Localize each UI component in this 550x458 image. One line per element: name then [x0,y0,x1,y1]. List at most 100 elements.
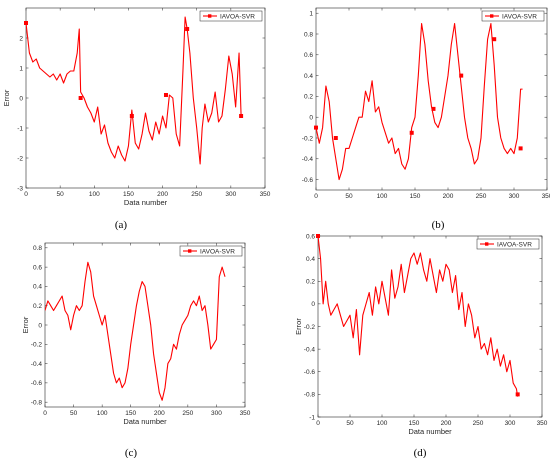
x-axis-label: Data number [123,417,167,426]
x-tick-label: 100 [377,420,388,427]
x-tick-label: 250 [191,191,202,198]
chart-panel-3: 0 50 100 150 200 250 300 350 -0.8 -0.6 -0.4 -0.2 0 0.… [21,242,251,458]
x-tick-label: 50 [345,193,353,200]
y-tick-label: 0 [19,95,23,102]
series-marker [316,234,320,238]
legend-marker [208,14,212,18]
series-marker [518,146,523,151]
panel-label: (b) [432,219,445,231]
legend-marker [490,14,494,18]
series-marker [431,106,436,111]
y-tick-label: -0.6 [31,380,43,387]
legend-label: IAVOA-SVR [502,13,537,20]
legend-box [481,10,545,22]
series-marker [333,136,338,140]
series-marker [314,125,318,130]
x-tick-label: 200 [443,193,454,200]
y-tick-label: -0.2 [304,324,316,331]
x-tick-label: 150 [123,191,134,198]
chart-panel-1: 0 50 100 150 200 250 300 350 -3 -2 -1 0 1 2 Data numbe… [2,7,271,231]
legend-marker [485,242,489,246]
x-tick-label: 50 [346,420,354,427]
legend-box [179,245,243,257]
series-marker [239,114,244,118]
y-tick-label: -3 [17,185,23,192]
x-tick-label: 350 [260,191,271,198]
panel-label: (a) [115,219,128,231]
x-tick-label: 200 [154,410,165,417]
chart-panel-2: 0 50 100 150 200 250 300 350 -0.6 -0.4 -0.2 0 0.2 0.4… [302,7,550,231]
x-tick-label: 150 [409,420,420,427]
x-axis-label: Data number [124,198,168,207]
x-tick-label: 300 [225,191,236,198]
x-tick-label: 150 [410,193,421,200]
legend-marker [188,249,192,253]
y-tick-label: 0.2 [304,94,313,101]
x-tick-label: 200 [157,191,168,198]
plot-area [44,242,246,408]
series-line [316,23,523,181]
x-tick-label: 250 [476,193,487,200]
y-tick-label: -0.6 [304,369,316,376]
x-tick-label: 100 [377,193,388,200]
series-marker [515,392,520,397]
y-tick-label: 0 [38,322,42,329]
x-tick-label: 150 [125,410,136,417]
y-tick-label: 0.8 [304,31,313,38]
x-tick-label: 200 [441,420,452,427]
plot-area [25,7,266,189]
x-tick-label: 0 [316,420,320,427]
legend-label: IAVOA-SVR [200,248,235,255]
y-tick-label: 0.4 [33,284,42,291]
y-tick-label: 0.4 [306,256,315,263]
panel-label: (c) [125,447,138,458]
y-tick-label: -0.4 [304,346,316,353]
y-tick-label: 2 [19,35,23,42]
y-tick-label: 0 [309,115,313,122]
x-tick-label: 50 [57,191,65,198]
y-tick-label: 0.2 [33,303,42,310]
y-tick-label: 0.8 [33,245,42,252]
y-tick-label: 0 [311,301,315,308]
x-tick-label: 300 [211,410,222,417]
series-line [26,16,242,165]
x-tick-label: 0 [24,191,28,198]
x-tick-label: 50 [70,410,78,417]
series-marker [409,130,414,135]
y-tick-label: 0.6 [304,52,313,59]
x-tick-label: 0 [314,193,318,200]
chart-panel-4: 0 50 100 150 200 250 300 350 -1 -0.8 -0.6 -0.4 -0.2 0… [294,233,548,458]
y-axis-label: Error [21,316,30,333]
x-axis-label: Data number [408,427,452,436]
y-tick-label: -0.4 [31,361,43,368]
y-tick-label: -0.2 [31,342,43,349]
series-marker [24,21,28,25]
y-axis-label: Error [294,318,303,335]
x-tick-label: 0 [43,410,47,417]
y-tick-label: 1 [309,11,313,18]
y-tick-label: -0.2 [302,135,314,142]
plot-area [317,235,543,418]
x-tick-label: 350 [240,410,251,417]
x-tick-label: 300 [505,420,516,427]
series-line [45,261,226,401]
x-tick-label: 100 [97,410,108,417]
y-tick-label: -2 [17,155,23,162]
y-tick-label: -0.8 [31,399,43,406]
x-tick-label: 350 [542,193,550,200]
plot-area [315,7,548,191]
x-tick-label: 250 [473,420,484,427]
x-tick-label: 350 [537,420,548,427]
legend-box [199,10,263,22]
series-marker [78,96,83,100]
series-marker [459,73,464,78]
y-tick-label: -0.6 [302,177,314,184]
legend-label: IAVOA-SVR [497,241,532,248]
y-axis-label: Error [2,89,11,106]
series-marker [185,27,190,31]
y-tick-label: -0.4 [302,156,314,163]
legend-box [476,238,540,250]
y-tick-label: 1 [19,65,23,72]
x-tick-label: 100 [89,191,100,198]
